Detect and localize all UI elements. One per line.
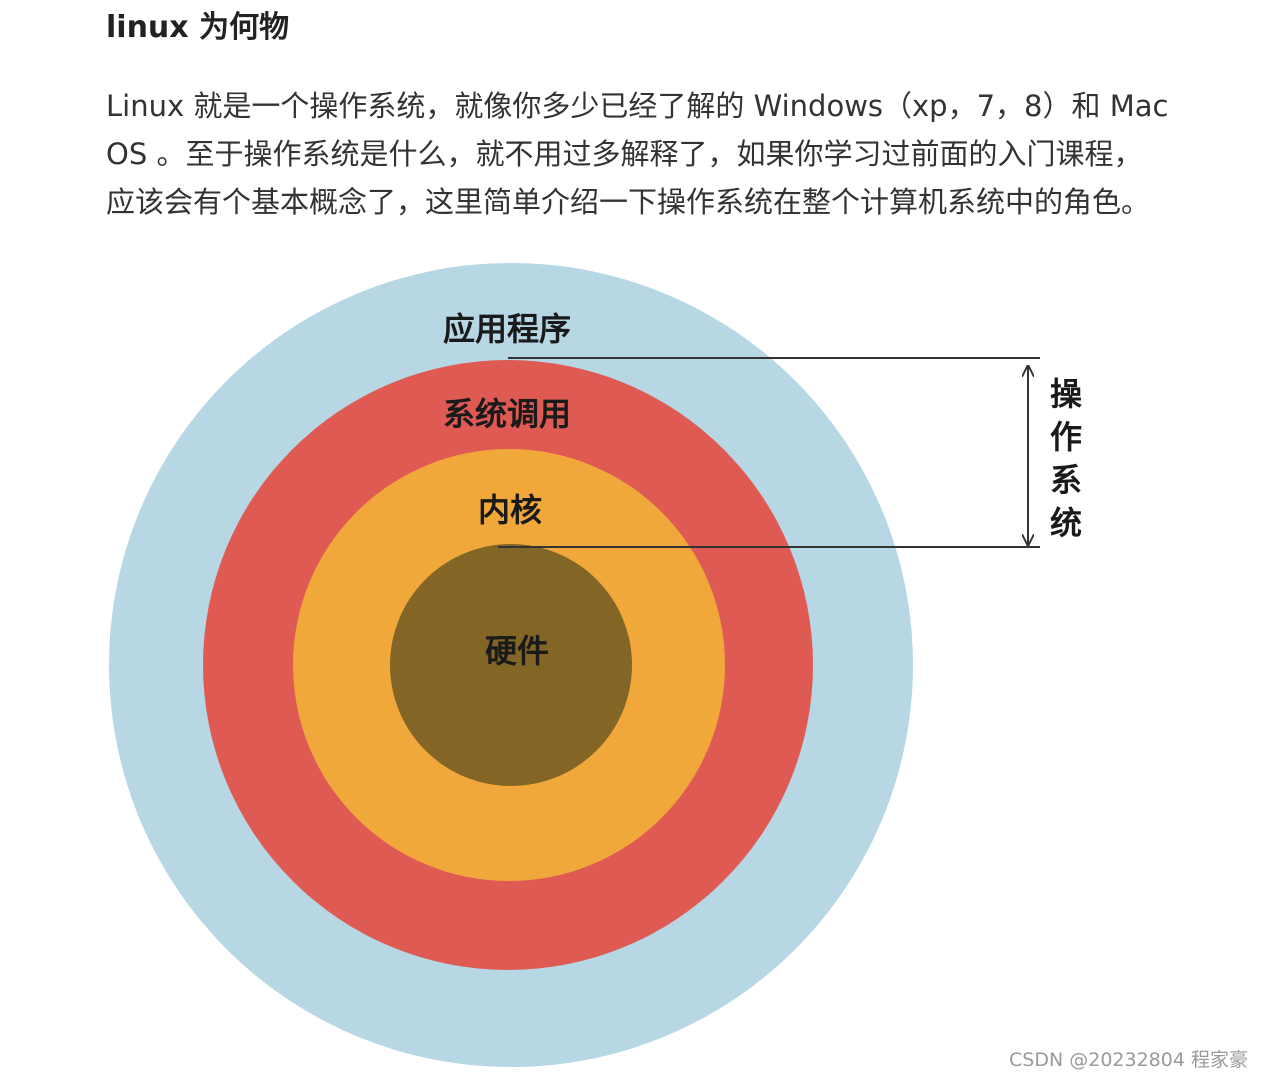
article-paragraph: Linux 就是一个操作系统，就像你多少已经了解的 Windows（xp，7，8… <box>106 82 1246 226</box>
watermark: CSDN @20232804 程家豪 <box>1009 1049 1248 1071</box>
os-label-char-2: 作 <box>1050 418 1082 456</box>
paragraph-line-3: 应该会有个基本概念了，这里简单介绍一下操作系统在整个计算机系统中的角色。 <box>106 185 1151 219</box>
paragraph-line-1: Linux 就是一个操作系统，就像你多少已经了解的 Windows（xp，7，8… <box>106 89 1169 123</box>
ring-label-kernel: 内核 <box>478 491 542 529</box>
ring-label-system-calls: 系统调用 <box>443 395 571 433</box>
article-heading: linux 为何物 <box>106 10 290 45</box>
os-bracket: 操 作 系 统 <box>498 357 1082 548</box>
ring-label-applications: 应用程序 <box>443 310 571 348</box>
paragraph-line-2: OS 。至于操作系统是什么，就不用过多解释了，如果你学习过前面的入门课程， <box>106 137 1143 171</box>
os-label-char-3: 系 <box>1050 461 1082 499</box>
ring-hardware <box>390 544 632 786</box>
os-label-char-1: 操 <box>1050 375 1082 413</box>
os-layers-diagram: 应用程序 系统调用 内核 硬件 操 作 系 统 <box>0 250 1262 1080</box>
ring-label-hardware: 硬件 <box>485 632 549 670</box>
os-label-char-4: 统 <box>1050 504 1082 542</box>
